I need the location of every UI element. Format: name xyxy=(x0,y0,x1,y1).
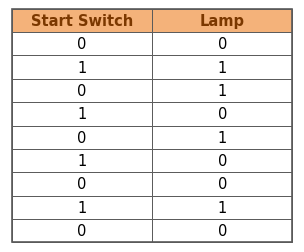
Bar xyxy=(12,126,152,149)
Text: 0: 0 xyxy=(218,223,227,238)
Bar xyxy=(152,103,292,126)
Bar xyxy=(152,56,292,79)
Text: 0: 0 xyxy=(218,177,227,192)
Bar xyxy=(12,173,152,196)
Bar xyxy=(152,33,292,56)
Bar xyxy=(152,196,292,219)
Text: 1: 1 xyxy=(77,107,86,122)
Text: 1: 1 xyxy=(77,153,86,168)
Bar xyxy=(152,219,292,242)
Bar xyxy=(152,126,292,149)
Bar xyxy=(12,196,152,219)
Bar xyxy=(12,149,152,173)
Text: 0: 0 xyxy=(77,84,86,99)
Bar xyxy=(12,103,152,126)
Text: 0: 0 xyxy=(218,107,227,122)
Bar xyxy=(152,10,292,33)
Text: 0: 0 xyxy=(77,223,86,238)
Text: 1: 1 xyxy=(77,60,86,75)
Text: 1: 1 xyxy=(218,130,227,145)
Bar xyxy=(12,219,152,242)
Bar xyxy=(152,173,292,196)
Text: 1: 1 xyxy=(77,200,86,215)
Text: Lamp: Lamp xyxy=(200,14,245,29)
Text: 1: 1 xyxy=(218,60,227,75)
Bar xyxy=(152,79,292,103)
Bar xyxy=(12,10,152,33)
Text: 0: 0 xyxy=(218,153,227,168)
Text: 0: 0 xyxy=(77,37,86,52)
Text: Start Switch: Start Switch xyxy=(31,14,133,29)
Text: 1: 1 xyxy=(218,84,227,99)
Bar xyxy=(152,149,292,173)
Bar xyxy=(12,33,152,56)
Bar xyxy=(12,56,152,79)
Text: 0: 0 xyxy=(77,130,86,145)
Text: 0: 0 xyxy=(218,37,227,52)
Bar xyxy=(12,79,152,103)
Text: 0: 0 xyxy=(77,177,86,192)
Text: 1: 1 xyxy=(218,200,227,215)
